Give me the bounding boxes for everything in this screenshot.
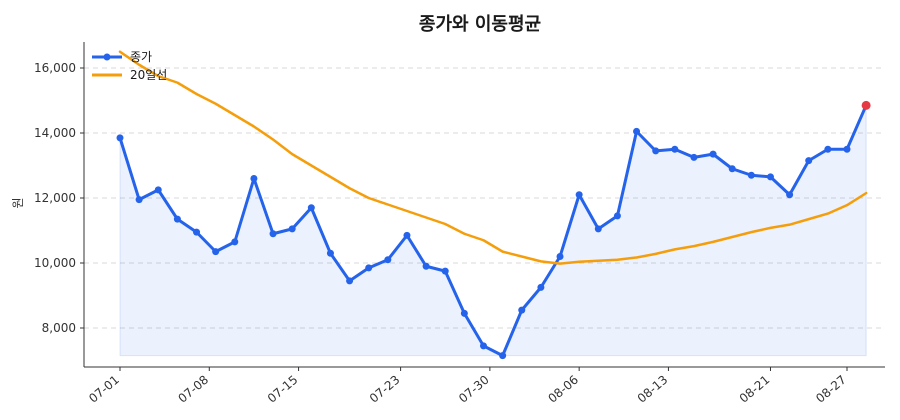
close-point [805,157,813,165]
series-lines [118,50,868,358]
close-point [518,306,526,314]
close-point [193,228,201,236]
close-point [365,264,373,272]
close-point [671,145,679,153]
close-point [269,230,277,238]
y-tick-label: 8,000 [42,321,76,335]
legend: 종가 20일선 [92,50,167,82]
x-tick-label: 08-21 [737,373,773,406]
chart-title: 종가와 이동평균 [419,14,541,35]
close-point [441,267,449,275]
close-point [499,352,507,360]
moving-average-line [118,50,868,265]
close-point [575,191,583,199]
close-point [633,127,641,135]
close-point [613,212,621,220]
close-price-line [118,103,868,358]
close-point [824,145,832,153]
close-point [709,150,717,158]
latest-close-marker [861,100,871,110]
close-point [326,249,334,257]
close-point [346,277,354,285]
x-tick-label: 08-13 [635,373,671,406]
close-point [154,186,162,194]
close-point [135,196,143,204]
x-tick-label: 07-01 [86,373,122,406]
close-point [212,248,220,256]
y-tick-label: 14,000 [34,126,76,140]
close-point [652,147,660,155]
close-point [288,225,296,233]
x-tick-label: 07-08 [175,373,211,406]
x-tick-label: 07-30 [456,373,492,406]
y-axis-label: 원 [11,197,25,208]
x-tick-label: 07-15 [265,373,301,406]
close-point [307,204,315,212]
x-tick-label: 08-27 [813,373,849,406]
close-point [231,238,239,246]
data-markers [116,100,871,360]
y-tick-label: 10,000 [34,256,76,270]
close-point [480,342,487,350]
close-point [250,175,258,182]
close-point [384,256,392,264]
close-point [747,171,755,179]
y-tick-label: 16,000 [34,61,76,75]
close-point [594,225,602,233]
close-point [403,231,411,239]
close-point [537,283,545,291]
close-point [116,134,124,142]
close-point [556,253,564,260]
x-tick-label: 07-23 [367,373,403,406]
legend-label-close: 종가 [130,50,152,64]
close-point [728,165,736,173]
close-point [843,145,851,153]
close-point [173,215,181,223]
close-point [460,309,468,317]
x-tick-label: 08-06 [545,373,581,406]
grid-lines [84,67,885,329]
y-tick-label: 12,000 [34,191,76,205]
legend-marker-close [103,53,111,61]
close-point [786,191,794,199]
close-point [422,262,430,270]
close-point [766,173,774,181]
legend-label-ma20: 20일선 [130,68,167,82]
close-point [690,153,698,161]
